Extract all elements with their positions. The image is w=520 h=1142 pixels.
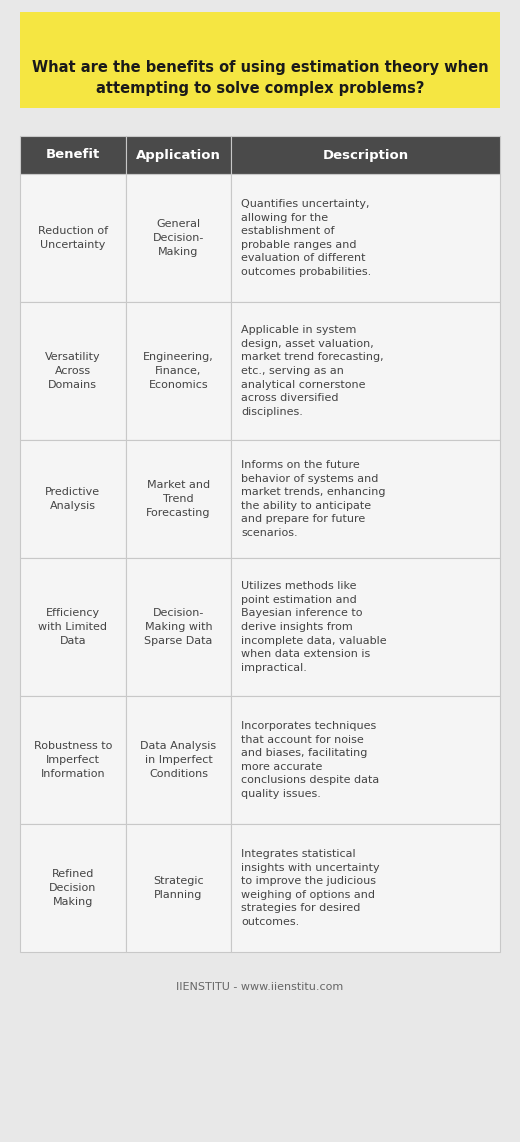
Bar [231,440,500,558]
Text: Integrates statistical
insights with uncertainty
to improve the judicious
weighi: Integrates statistical insights with unc… [241,849,380,927]
Text: Engineering,
Finance,
Economics: Engineering, Finance, Economics [143,353,214,389]
Text: Applicable in system
design, asset valuation,
market trend forecasting,
etc., se: Applicable in system design, asset valua… [241,325,384,417]
Bar [20,440,126,558]
Text: Data Analysis
in Imperfect
Conditions: Data Analysis in Imperfect Conditions [140,741,216,779]
Text: Informs on the future
behavior of systems and
market trends, enhancing
the abili: Informs on the future behavior of system… [241,460,386,538]
Bar [126,825,231,952]
Bar [126,301,231,440]
Text: Reduction of
Uncertainty: Reduction of Uncertainty [38,226,108,250]
Bar [126,136,231,174]
Bar [20,174,126,301]
Bar [126,440,231,558]
Text: Efficiency
with Limited
Data: Efficiency with Limited Data [38,609,107,645]
Bar [126,695,231,825]
Text: Market and
Trend
Forecasting: Market and Trend Forecasting [146,481,211,517]
Bar [20,558,126,695]
Bar [20,13,500,108]
Bar [231,136,500,174]
Text: Strategic
Planning: Strategic Planning [153,876,204,900]
Text: Benefit: Benefit [46,148,100,161]
Text: Description: Description [322,148,409,161]
Text: Quantifies uncertainty,
allowing for the
establishment of
probable ranges and
ev: Quantifies uncertainty, allowing for the… [241,199,371,278]
Text: What are the benefits of using estimation theory when
attempting to solve comple: What are the benefits of using estimatio… [32,61,488,96]
Text: Robustness to
Imperfect
Information: Robustness to Imperfect Information [34,741,112,779]
Text: Predictive
Analysis: Predictive Analysis [45,488,100,510]
Text: Incorporates techniques
that account for noise
and biases, facilitating
more acc: Incorporates techniques that account for… [241,721,380,799]
Bar [20,695,126,825]
Bar [126,558,231,695]
Bar [20,825,126,952]
Bar [231,558,500,695]
Bar [231,301,500,440]
Bar [20,301,126,440]
Text: Refined
Decision
Making: Refined Decision Making [49,869,97,907]
Text: IIENSTITU - www.iienstitu.com: IIENSTITU - www.iienstitu.com [176,982,344,992]
Text: Decision-
Making with
Sparse Data: Decision- Making with Sparse Data [144,609,213,645]
Text: General
Decision-
Making: General Decision- Making [153,219,204,257]
Bar [231,174,500,301]
Bar [20,136,126,174]
Text: Application: Application [136,148,221,161]
Text: Versatility
Across
Domains: Versatility Across Domains [45,353,100,389]
Bar [231,695,500,825]
Bar [126,174,231,301]
Text: Utilizes methods like
point estimation and
Bayesian inference to
derive insights: Utilizes methods like point estimation a… [241,581,387,673]
Bar [231,825,500,952]
